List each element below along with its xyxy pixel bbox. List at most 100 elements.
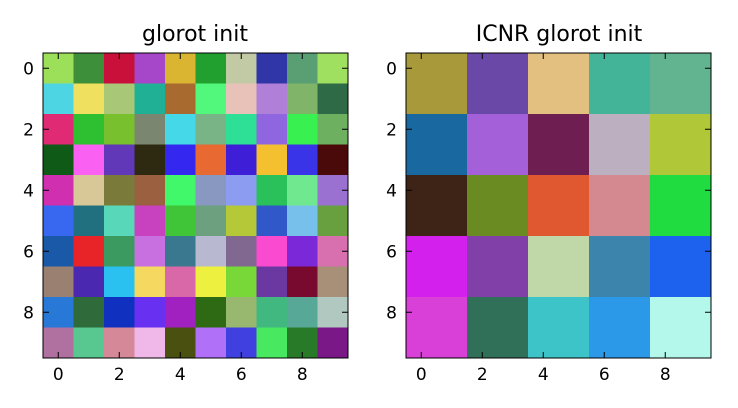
axis-ticks: 0 2 4 6 8 0 2 4 6 8 xyxy=(386,53,711,385)
heatmap-cell xyxy=(165,83,196,115)
heatmap-cell xyxy=(73,266,105,298)
x-tick-label: 0 xyxy=(416,365,427,385)
heatmap-cell xyxy=(467,175,529,237)
heatmap-cell xyxy=(650,175,712,237)
heatmap-cell xyxy=(406,236,468,298)
heatmap-cell xyxy=(73,144,105,176)
heatmap-cell xyxy=(73,53,105,84)
heatmap-cell xyxy=(104,236,135,267)
heatmap-cell xyxy=(256,144,288,176)
heatmap-cell xyxy=(528,114,590,176)
heatmap-cell xyxy=(104,83,135,115)
y-tick-label: 8 xyxy=(23,303,34,323)
heatmap-cell xyxy=(256,175,288,206)
heatmap-cell xyxy=(226,205,257,237)
heatmap-cell xyxy=(134,53,166,84)
heatmap-cell xyxy=(134,327,166,359)
chart-title: ICNR glorot init xyxy=(476,22,643,47)
heatmap-cell xyxy=(226,144,257,176)
y-tick-label: 6 xyxy=(386,242,397,262)
heatmap-cell xyxy=(134,205,166,237)
chart-title: glorot init xyxy=(142,22,248,47)
heatmap-cell xyxy=(287,114,318,145)
heatmap-cell xyxy=(287,83,318,115)
heatmap-cell xyxy=(104,144,135,176)
panel-icnr-glorot-init: ICNR glorot init 0 2 4 6 8 0 2 4 6 8 xyxy=(386,22,712,385)
heatmap-cell xyxy=(650,297,712,359)
heatmap-cell xyxy=(287,266,318,298)
heatmap-cell xyxy=(195,205,227,237)
heatmap-cell xyxy=(226,83,257,115)
heatmap-cell xyxy=(256,83,288,115)
heatmap-cell xyxy=(226,175,257,206)
heatmap-cell xyxy=(165,205,196,237)
heatmap-cell xyxy=(317,144,349,176)
heatmap-cell xyxy=(165,236,196,267)
heatmap-cell xyxy=(226,266,257,298)
heatmap-cell xyxy=(134,236,166,267)
y-tick-label: 0 xyxy=(23,59,34,79)
heatmap-cell xyxy=(134,297,166,328)
y-tick-label: 0 xyxy=(386,59,397,79)
heatmap-cell xyxy=(195,297,227,328)
heatmap-cell xyxy=(195,236,227,267)
heatmap-cell xyxy=(73,236,105,267)
heatmap-cell xyxy=(43,83,74,115)
y-tick-label: 4 xyxy=(386,181,397,201)
heatmap-cell xyxy=(650,114,712,176)
x-tick-label: 6 xyxy=(236,365,247,385)
y-tick-label: 2 xyxy=(23,120,34,140)
heatmap-cell xyxy=(165,144,196,176)
x-tick-label: 4 xyxy=(538,365,549,385)
heatmap-cell xyxy=(195,53,227,84)
heatmap-cell xyxy=(134,175,166,206)
heatmap-cell xyxy=(165,266,196,298)
y-tick-label: 4 xyxy=(23,181,34,201)
heatmap-cell xyxy=(589,297,651,359)
axes-frame xyxy=(42,52,349,359)
heatmap-cell xyxy=(256,114,288,145)
heatmap-cell xyxy=(317,83,349,115)
heatmap-cell xyxy=(256,53,288,84)
heatmap-cell xyxy=(589,114,651,176)
heatmap-cell xyxy=(104,205,135,237)
heatmap-cell xyxy=(406,53,468,115)
y-tick-label: 8 xyxy=(386,303,397,323)
heatmap-cell xyxy=(406,175,468,237)
heatmap-cell xyxy=(287,236,318,267)
heatmap-cell xyxy=(287,297,318,328)
y-tick-label: 2 xyxy=(386,120,397,140)
heatmap-cell xyxy=(134,266,166,298)
heatmap-cell xyxy=(134,114,166,145)
heatmap-cell xyxy=(589,236,651,298)
heatmap-cell xyxy=(73,175,105,206)
heatmap-cell xyxy=(73,114,105,145)
x-tick-label: 8 xyxy=(297,365,308,385)
heatmap-cells xyxy=(43,53,349,359)
x-tick-label: 4 xyxy=(175,365,186,385)
heatmap-cell xyxy=(104,175,135,206)
heatmap-cell xyxy=(43,205,74,237)
heatmap-cell xyxy=(195,144,227,176)
heatmap-cell xyxy=(256,205,288,237)
heatmap-cell xyxy=(406,114,468,176)
x-tick-label: 0 xyxy=(53,365,64,385)
y-tick-label: 6 xyxy=(23,242,34,262)
panel-glorot-init: glorot init 0 2 4 6 8 0 2 4 6 8 xyxy=(23,22,349,385)
heatmap-cell xyxy=(195,175,227,206)
heatmap-cell xyxy=(528,53,590,115)
heatmap-cell xyxy=(195,83,227,115)
heatmap-cell xyxy=(73,297,105,328)
heatmap-cell xyxy=(73,327,105,359)
heatmap-cells xyxy=(406,53,712,359)
heatmap-cell xyxy=(589,175,651,237)
heatmap-cell xyxy=(467,114,529,176)
heatmap-cell xyxy=(195,114,227,145)
heatmap-cell xyxy=(650,236,712,298)
heatmap-cell xyxy=(104,266,135,298)
heatmap-cell xyxy=(528,236,590,298)
heatmap-cell xyxy=(226,297,257,328)
heatmap-cell xyxy=(256,236,288,267)
heatmap-cell xyxy=(467,297,529,359)
heatmap-cell xyxy=(134,83,166,115)
